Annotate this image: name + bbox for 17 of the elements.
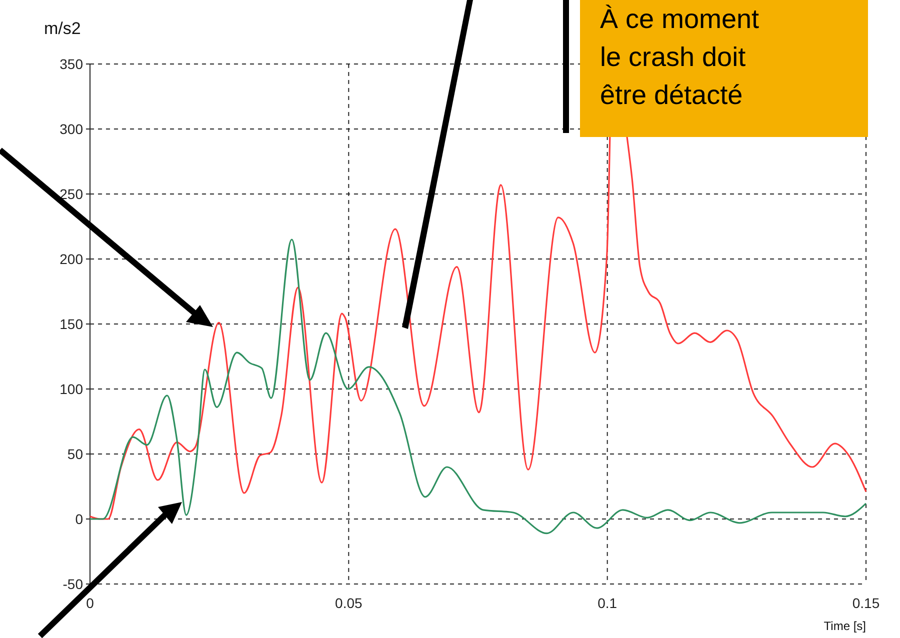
annotation: À ce moment le crash doit être détacté	[600, 4, 760, 110]
y-tick-label: 100	[60, 380, 84, 397]
y-tick-label: 250	[60, 186, 84, 202]
x-tick-label: 0.1	[598, 595, 618, 611]
x-tick-label: 0.05	[335, 595, 363, 611]
y-tick-label: 150	[60, 316, 84, 332]
x-axis-title: Time [s]	[824, 619, 866, 633]
y-tick-label: 350	[60, 56, 84, 72]
y-tick-label: -50	[62, 576, 84, 592]
line-series	[89, 238, 867, 534]
x-tick-label: 0.15	[852, 595, 880, 611]
y-tick-label: 200	[60, 250, 84, 267]
y-tick-label: 300	[60, 120, 84, 137]
y-tick-label: 0	[75, 510, 84, 527]
y-axis-title: m/s2	[44, 19, 81, 38]
y-tick-label: 50	[67, 446, 84, 462]
x-tick-label: 0	[86, 595, 94, 611]
